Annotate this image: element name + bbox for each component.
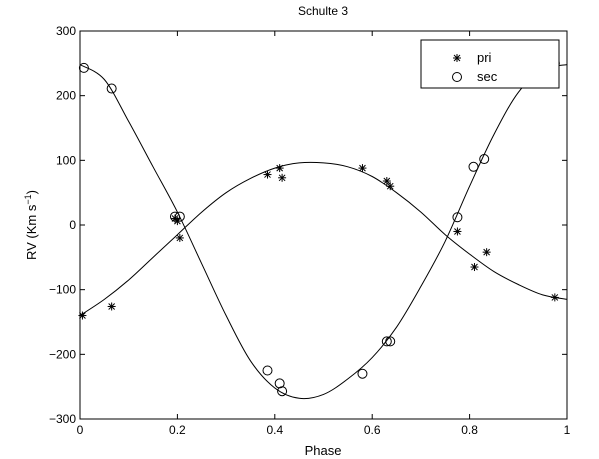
legend-asterisk-icon	[453, 54, 461, 62]
y-tick-label: −300	[49, 412, 76, 426]
legend-marker-sec	[452, 72, 462, 82]
fit-curve-sec	[79, 64, 568, 400]
x-tick-label: 0.4	[266, 423, 283, 437]
data-point-pri	[175, 233, 184, 242]
data-point-pri	[550, 293, 559, 302]
legend-marker-pri	[453, 54, 461, 62]
y-tick-label: 200	[56, 89, 76, 103]
y-tick-label: 0	[69, 218, 76, 232]
data-point-sec	[174, 211, 185, 222]
data-point-pri	[275, 164, 284, 173]
y-axis-label-main: RV (Km s	[24, 204, 39, 260]
data-point-sec	[385, 336, 396, 347]
data-point-pri	[78, 311, 87, 320]
x-tick-label: 0.2	[169, 423, 186, 437]
data-point-pri	[107, 302, 116, 311]
data-point-sec	[106, 83, 117, 94]
data-point-sec	[357, 368, 368, 379]
chart-title: Schulte 3	[298, 4, 348, 18]
y-tick-label: −200	[49, 347, 76, 361]
legend: pri sec	[420, 39, 560, 89]
x-tick-label: 0.8	[461, 423, 478, 437]
data-point-pri	[453, 227, 462, 236]
data-point-sec	[262, 365, 273, 376]
y-tick-label: 300	[56, 24, 76, 38]
data-point-sec	[169, 211, 180, 222]
y-axis-label: RV (Km s−1)	[23, 190, 39, 260]
y-axis-label-sup: −1	[23, 194, 33, 204]
data-point-sec	[381, 336, 392, 347]
legend-label-pri: pri	[477, 50, 492, 65]
data-point-sec	[479, 154, 490, 165]
data-point-pri	[482, 248, 491, 257]
plot-area	[79, 30, 568, 420]
data-point-sec	[274, 378, 285, 389]
x-tick-label: 0	[77, 423, 84, 437]
x-axis-label: Phase	[305, 443, 342, 458]
data-point-sec	[468, 161, 479, 172]
legend-label-sec: sec	[477, 69, 498, 84]
data-point-pri	[173, 217, 182, 226]
x-tick-label: 0.6	[364, 423, 381, 437]
x-tick-label: 1	[564, 423, 571, 437]
y-ticks: −300 −200 −100 0 100 200 300	[49, 24, 567, 426]
data-point-pri	[382, 177, 391, 186]
x-ticks: 0 0.2 0.4 0.6 0.8 1	[77, 31, 571, 437]
legend-box	[420, 39, 560, 89]
y-tick-label: 100	[56, 153, 76, 167]
data-point-pri	[263, 170, 272, 179]
data-point-sec	[277, 386, 288, 397]
data-point-sec	[452, 212, 463, 223]
y-tick-label: −100	[49, 283, 76, 297]
fit-curves	[79, 64, 568, 400]
data-point-pri	[278, 173, 287, 182]
data-point-sec	[78, 62, 89, 73]
data-point-pri	[470, 263, 479, 272]
legend-circle-icon	[452, 72, 462, 82]
data-point-pri	[386, 182, 395, 191]
data-point-pri	[358, 164, 367, 173]
fit-curve-pri	[79, 161, 568, 316]
y-axis-label-tail: )	[24, 190, 39, 194]
